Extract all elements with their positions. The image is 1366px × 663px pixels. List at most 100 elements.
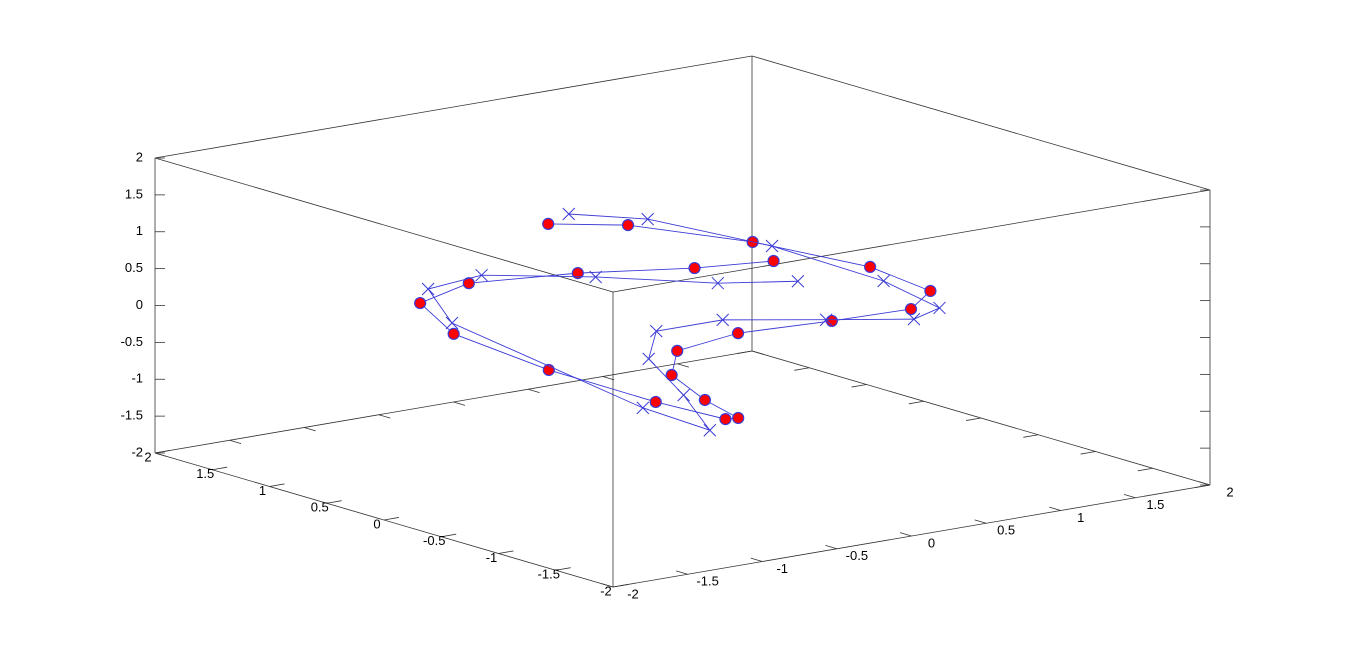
- box-edge: [154, 55, 753, 159]
- cross-point: [791, 274, 805, 288]
- cross-point: [716, 313, 730, 327]
- y-tick-label: -1.5: [538, 567, 560, 582]
- tick-mark: [737, 350, 753, 354]
- circle-point: [414, 296, 427, 310]
- cross-point: [589, 270, 603, 284]
- tick-mark: [794, 367, 810, 371]
- tick-mark: [528, 388, 540, 393]
- circle-point: [904, 302, 918, 316]
- y-tick-label: 1: [259, 483, 266, 498]
- box-edge: [154, 157, 614, 293]
- cross-point: [907, 312, 921, 326]
- tick-mark: [1023, 434, 1039, 438]
- y-tick-label: 0: [373, 516, 380, 531]
- z-tick-label: -1: [131, 371, 143, 386]
- circle-point: [671, 344, 684, 357]
- tick-mark: [1137, 467, 1153, 472]
- tick-mark: [1198, 481, 1211, 486]
- tick-mark: [751, 350, 764, 355]
- tick-mark: [974, 519, 987, 524]
- box-edge: [751, 55, 1211, 191]
- circle-point: [542, 217, 555, 230]
- cross-point: [649, 324, 663, 338]
- tick-mark: [229, 439, 242, 444]
- circle-point: [924, 284, 937, 298]
- cross-point: [445, 316, 459, 330]
- tick-mark: [1080, 451, 1096, 455]
- tick-mark: [269, 483, 285, 487]
- tick-mark: [304, 427, 316, 432]
- cross-point: [933, 301, 946, 315]
- box-edge: [612, 189, 1211, 293]
- x-tick-label: 2: [1226, 484, 1233, 499]
- x-tick-label: -2: [627, 586, 639, 601]
- tick-mark: [966, 417, 982, 421]
- tick-mark: [1123, 494, 1136, 499]
- x-tick-label: -1: [776, 561, 788, 576]
- cross-point: [636, 401, 650, 415]
- y-tick-label: -2: [600, 583, 612, 598]
- z-tick-label: 2: [136, 149, 143, 164]
- tick-mark: [555, 567, 571, 571]
- circle-point: [767, 254, 780, 268]
- circle-point: [665, 368, 678, 382]
- x-tick-label: 1: [1077, 510, 1084, 525]
- tick-mark: [154, 452, 167, 457]
- z-tick-label: 1: [136, 223, 143, 238]
- circle-point: [732, 411, 745, 425]
- x-tick-label: -0.5: [846, 548, 868, 563]
- tick-mark: [498, 550, 514, 554]
- z-tick-label: 0: [136, 297, 143, 312]
- cross-point: [475, 268, 488, 282]
- tick-mark: [676, 570, 688, 575]
- y-tick-label: 2: [144, 449, 151, 464]
- cross-point: [562, 207, 576, 221]
- circle-point: [447, 327, 460, 340]
- circle-point: [719, 413, 732, 426]
- tick-mark: [750, 557, 763, 562]
- circle-point: [688, 261, 701, 275]
- circle-point: [462, 277, 475, 290]
- tick-mark: [601, 583, 614, 588]
- z-tick-label: -2: [131, 444, 143, 459]
- tick-mark: [825, 545, 837, 550]
- y-tick-label: 1.5: [196, 466, 214, 481]
- tick-mark: [453, 401, 466, 406]
- cross-point: [421, 282, 435, 296]
- x-tick-label: 0: [928, 535, 935, 550]
- y-tick-label: 0.5: [311, 500, 329, 515]
- series-line: [427, 213, 941, 432]
- tick-mark: [383, 517, 399, 521]
- cross-point: [877, 274, 890, 288]
- z-tick-label: 1.5: [125, 186, 143, 201]
- x-tick-label: -1.5: [696, 574, 718, 589]
- tick-mark: [1195, 484, 1211, 488]
- tick-mark: [1049, 506, 1061, 511]
- circle-point: [731, 327, 745, 340]
- cross-point: [642, 352, 656, 366]
- tick-mark: [154, 450, 170, 454]
- z-tick-label: -0.5: [121, 334, 143, 349]
- tick-mark: [212, 466, 228, 471]
- y-tick-label: -0.5: [423, 533, 445, 548]
- y-tick-label: -1: [486, 550, 498, 565]
- x-tick-label: 0.5: [997, 523, 1015, 538]
- circle-point: [864, 260, 877, 273]
- tick-mark: [602, 376, 615, 381]
- cross-point: [765, 239, 779, 253]
- tick-mark: [378, 414, 391, 419]
- tick-mark: [612, 584, 628, 588]
- z-tick-label: -1.5: [121, 408, 143, 423]
- series-line: [419, 223, 932, 420]
- cross-point: [677, 388, 690, 402]
- tick-mark: [908, 400, 924, 405]
- circle-point: [649, 395, 662, 409]
- cross-point: [711, 276, 725, 290]
- tick-mark: [851, 384, 867, 388]
- x-tick-label: 1.5: [1146, 497, 1164, 512]
- circle-point: [621, 219, 635, 232]
- plot-box: [154, 55, 1211, 588]
- tick-mark: [326, 500, 342, 504]
- circle-point: [825, 314, 838, 328]
